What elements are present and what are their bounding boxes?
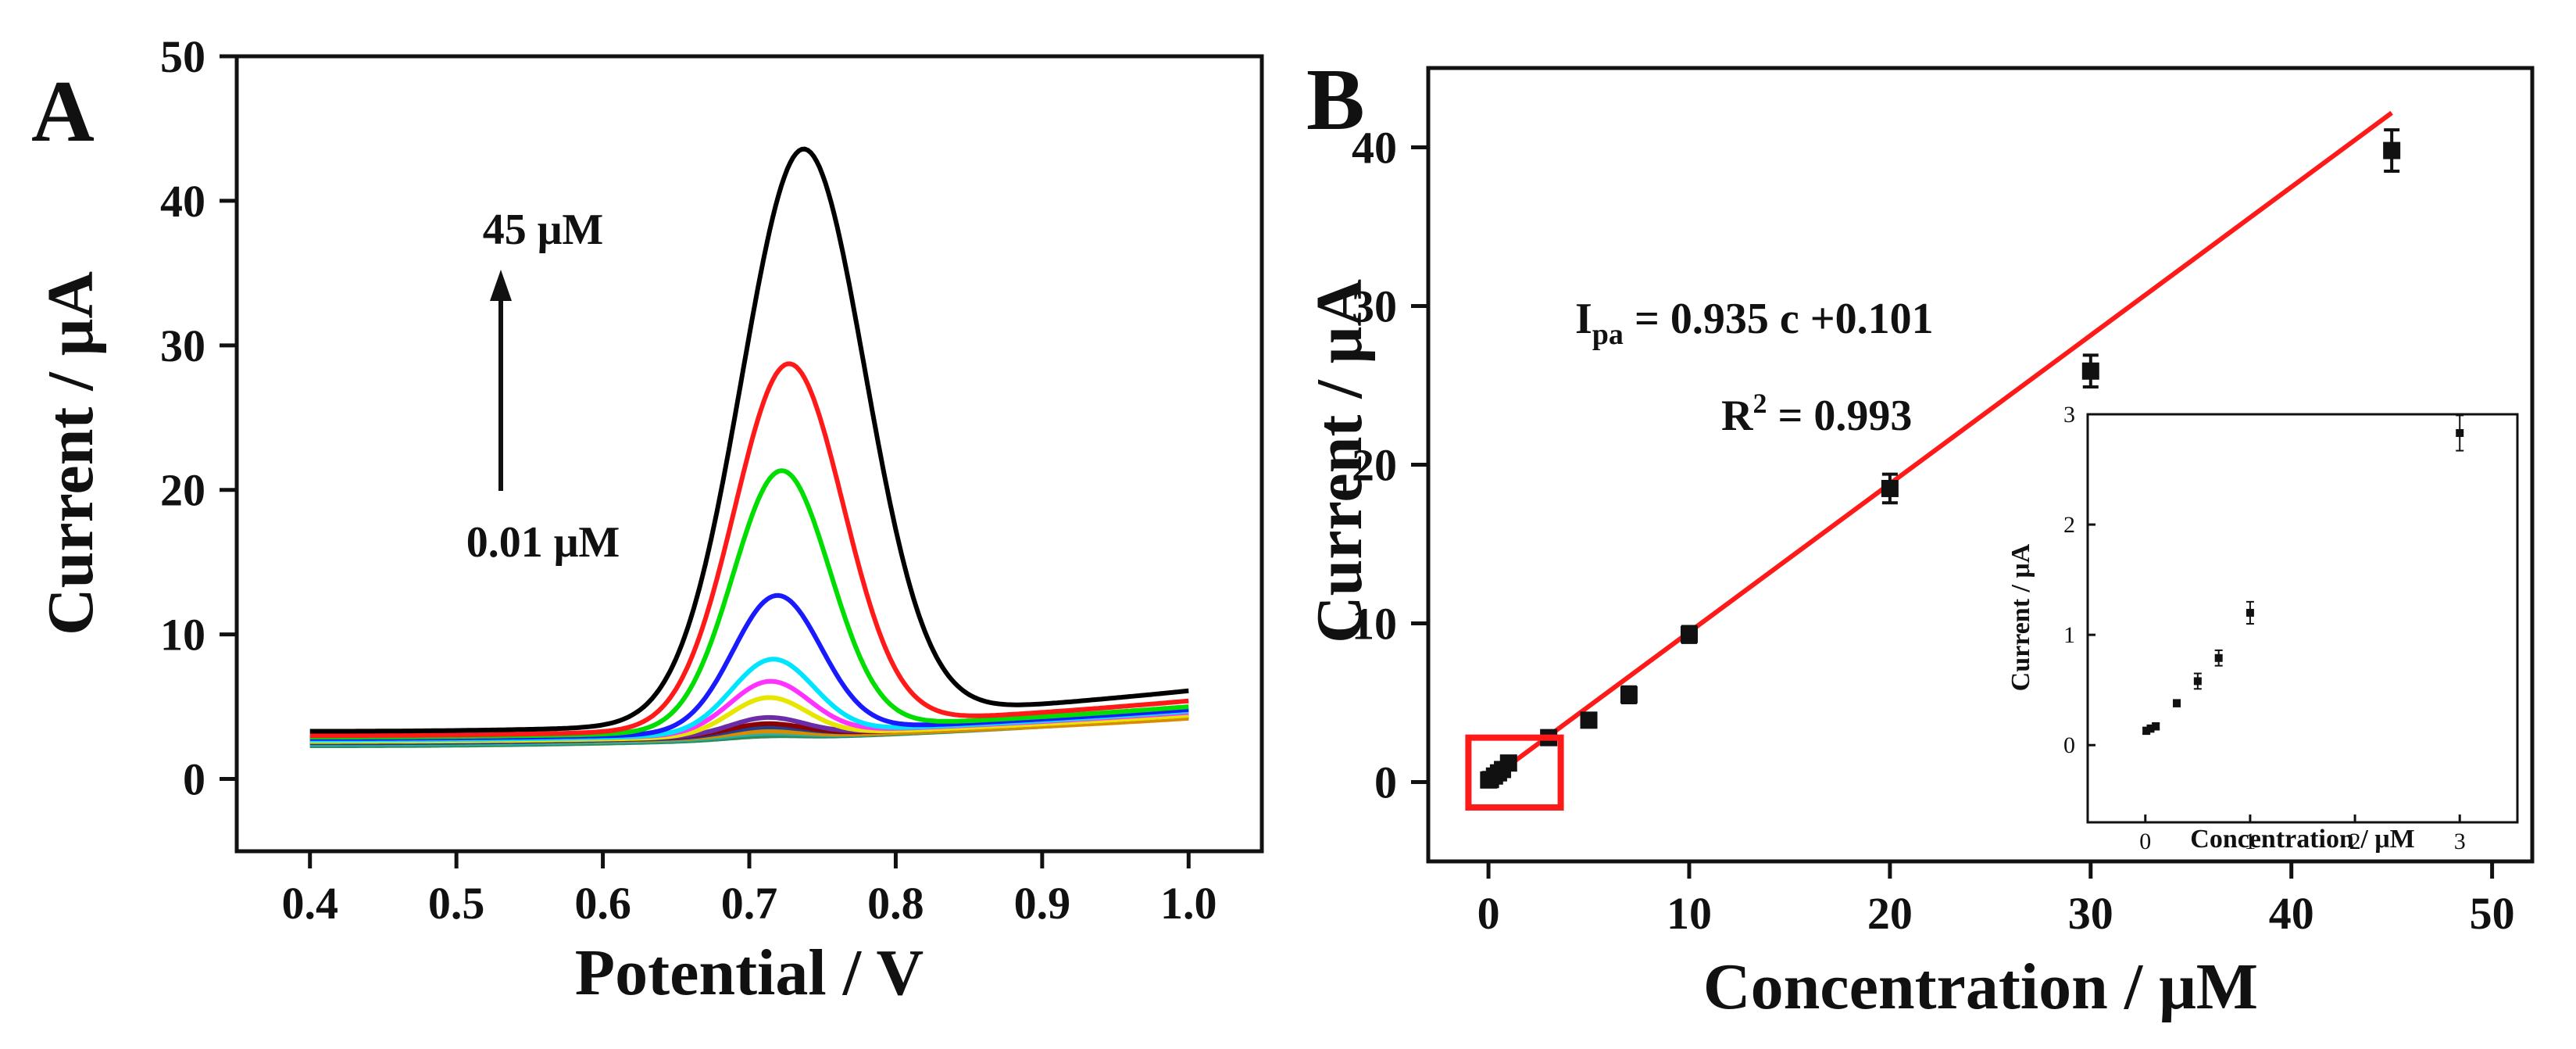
x-tick-label: 0.6 [574,878,631,929]
x-tick-label: 0 [1477,888,1500,939]
panel-a-ticks: 0.4 0.5 0.6 0.7 0.8 0.9 1.0 0 10 20 30 40 50 [160,31,1217,929]
panel-b-fit [1487,110,2393,782]
x-tick-label: 0.7 [721,878,778,929]
inset-y-tick-label: 1 [2063,622,2075,648]
highlight-box [1465,734,1564,811]
x-tick-label: 0.8 [867,878,924,929]
r-squared-prefix: R [1721,392,1753,440]
panel-a-letter: A [31,63,95,160]
fit-equation-label: Ipa = 0.935 c +0.101 [1575,295,1934,351]
panel-b-x-axis-title: Concentration / μM [1703,951,2258,1023]
panel-a-chart: A 0.4 0.5 0.6 0.7 0.8 0.9 1.0 0 10 20 30 40 50 Poten… [31,31,1264,1009]
panel-b-y-axis-title: Current / μA [1303,279,1376,643]
y-tick-label: 40 [160,176,205,227]
inset-x-tick-label: 2 [2349,829,2361,854]
x-tick-label: 0.5 [428,878,485,929]
inset-x-tick-label: 0 [2139,829,2151,854]
inset-data-point [2173,699,2181,707]
data-point [1881,479,1899,497]
inset-plot-frame [2086,413,2519,824]
inset-data-point [2456,428,2464,437]
y-tick-label: 10 [1352,599,1397,650]
series-line [309,361,1189,739]
x-tick-label: 30 [2068,888,2113,939]
inset-ticks: 0 1 2 3 0 1 2 3 [2063,402,2466,854]
panel-a-y-axis-title: Current / μA [34,271,107,635]
y-tick-label: 50 [160,31,205,82]
panel-a-curves [309,146,1189,748]
data-point [1680,625,1698,643]
data-point [2383,141,2401,159]
x-tick-label: 20 [1867,888,1913,939]
inset-points [2142,414,2464,736]
r-squared-value: = 0.993 [1767,392,1912,440]
data-point [2081,362,2099,380]
panel-a-annotation-top: 45 μM [483,206,604,254]
inset-chart: 0 1 2 3 0 1 2 3 Concentration / μM Current / μA [2006,402,2519,854]
panel-a-x-axis-title: Potential / V [575,936,924,1009]
r-squared-label: R2 = 0.993 [1721,388,1912,440]
data-point [1620,686,1638,704]
panel-b-letter: B [1306,52,1365,149]
x-tick-label: 0.4 [281,878,338,929]
inset-data-point [2142,726,2151,735]
inset-data-point [2193,677,2202,686]
x-tick-label: 50 [2470,888,2515,939]
inset-x-tick-label: 3 [2454,829,2466,854]
inset-x-tick-label: 1 [2244,829,2256,854]
inset-data-point [2152,722,2160,731]
inset-data-point [2214,653,2223,662]
fit-equation-subscript: pa [1592,318,1624,351]
y-tick-label: 10 [160,610,205,661]
series-line [309,468,1189,739]
y-tick-label: 40 [1352,123,1397,174]
inset-y-axis-title: Current / μA [2006,543,2035,691]
fit-equation-lhs: I [1575,295,1592,343]
y-tick-label: 0 [1374,757,1397,808]
inset-y-tick-label: 3 [2063,402,2075,428]
x-tick-label: 1.0 [1160,878,1217,929]
panel-a-arrow-head [490,270,512,301]
y-tick-label: 20 [160,465,205,516]
inset-data-point [2246,608,2254,617]
data-point [1499,754,1517,772]
x-tick-label: 40 [2269,888,2314,939]
y-tick-label: 30 [1352,281,1397,332]
x-tick-label: 0.9 [1014,878,1071,929]
y-tick-label: 30 [160,320,205,371]
data-point [1580,711,1598,729]
r-squared-superscript: 2 [1752,388,1767,419]
y-tick-label: 0 [183,754,205,805]
inset-y-tick-label: 0 [2063,732,2075,758]
series-line [309,146,1189,734]
x-tick-label: 10 [1667,888,1712,939]
inset-y-tick-label: 2 [2063,512,2075,538]
panel-a-annotation-bottom: 0.01 μM [466,518,620,567]
y-tick-label: 20 [1352,440,1397,491]
fit-line [1487,110,2393,782]
fit-equation-rhs: = 0.935 c +0.101 [1624,295,1934,343]
inset-data-point [2146,725,2155,733]
panel-b-highlight [1465,734,1564,811]
inset-x-axis-title: Concentration / μM [2190,825,2414,854]
